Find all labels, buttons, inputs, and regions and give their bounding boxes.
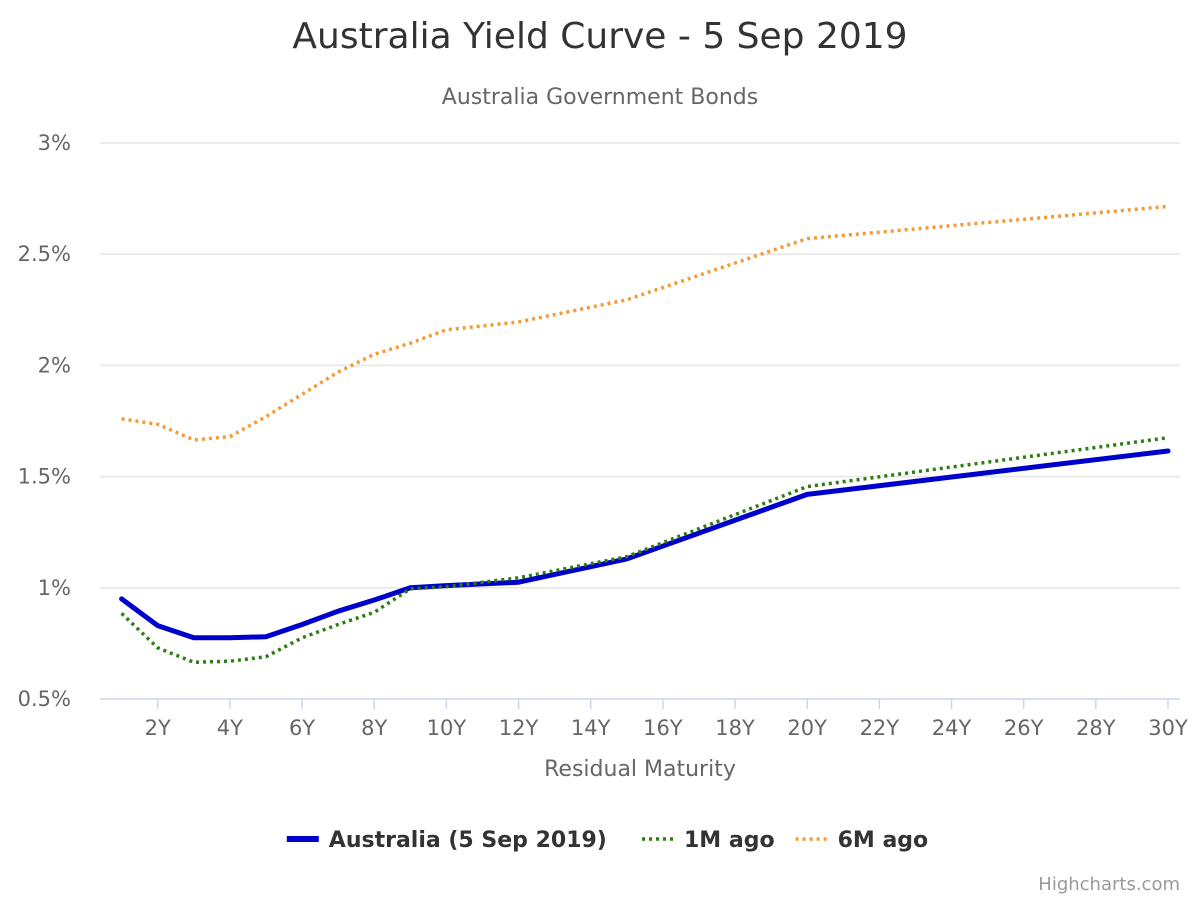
x-tick-label: 22Y	[860, 716, 900, 740]
legend-item[interactable]: 1M ago	[642, 828, 775, 853]
x-tick-label: 16Y	[643, 716, 683, 740]
y-tick-label: 0.5%	[18, 687, 71, 711]
series-lines	[119, 204, 1171, 665]
x-tick-label: 10Y	[427, 716, 467, 740]
x-tick-label: 18Y	[715, 716, 755, 740]
x-tick-label: 20Y	[787, 716, 827, 740]
chart-subtitle: Australia Government Bonds	[442, 85, 758, 110]
y-tick-label: 3%	[38, 131, 71, 155]
chart-title: Australia Yield Curve - 5 Sep 2019	[292, 16, 907, 57]
y-tick-label: 1.5%	[18, 465, 71, 489]
x-tick-label: 6Y	[289, 716, 315, 740]
x-tick-label: 4Y	[217, 716, 243, 740]
y-tick-label: 2%	[38, 353, 71, 377]
legend-label: Australia (5 Sep 2019)	[329, 828, 607, 853]
x-tick-label: 30Y	[1148, 716, 1188, 740]
x-tick-label: 28Y	[1076, 716, 1116, 740]
series-line-6m-ago[interactable]	[121, 204, 1169, 442]
x-tick-label: 24Y	[932, 716, 972, 740]
gridlines	[100, 142, 1180, 589]
legend-item[interactable]: 6M ago	[795, 828, 929, 853]
legend-item[interactable]: Australia (5 Sep 2019)	[286, 828, 607, 853]
y-tick-label: 2.5%	[18, 242, 71, 266]
x-tick-label: 2Y	[145, 716, 171, 740]
x-tick-label: 14Y	[571, 716, 611, 740]
x-axis-title: Residual Maturity	[544, 757, 736, 782]
legend: Australia (5 Sep 2019) 1M ago 6M ago	[286, 828, 929, 853]
x-tick-label: 8Y	[361, 716, 387, 740]
series-line-australia-5-sep-2019[interactable]	[119, 448, 1171, 641]
axes: 0.5% 1% 1.5% 2% 2.5% 3% 2Y 4Y 6Y 8Y 10Y 12Y 14Y 16Y 18…	[18, 131, 1188, 740]
legend-label: 6M ago	[838, 828, 929, 853]
legend-label: 1M ago	[684, 828, 775, 853]
y-tick-label: 1%	[38, 576, 71, 600]
series-line-1m-ago[interactable]	[120, 435, 1169, 665]
x-tick-label: 26Y	[1004, 716, 1044, 740]
x-tick-label: 12Y	[499, 716, 539, 740]
credits-link[interactable]: Highcharts.com	[1038, 874, 1180, 895]
